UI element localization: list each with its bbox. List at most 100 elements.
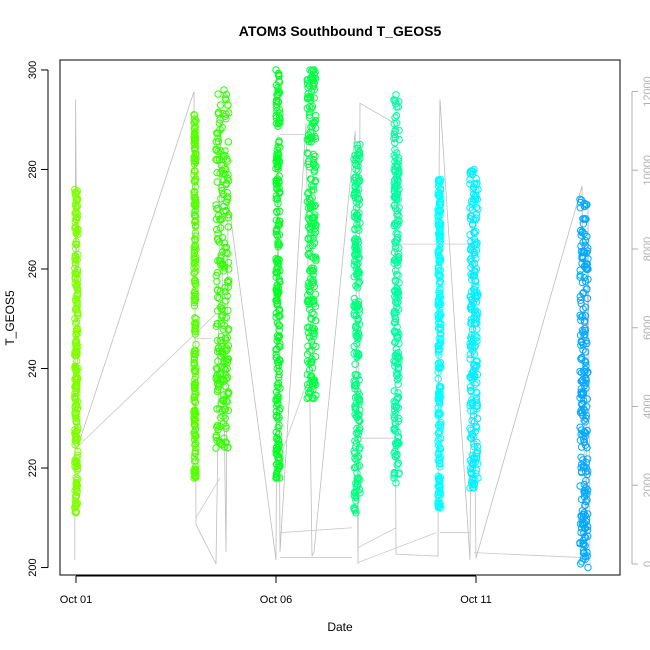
data-point [350, 301, 358, 309]
data-point [190, 380, 199, 388]
data-point [191, 449, 199, 458]
data-point [72, 229, 81, 237]
data-point [223, 346, 231, 354]
data-point [272, 98, 281, 106]
data-point [472, 357, 480, 365]
y-tick-label: 260 [27, 260, 39, 278]
data-point [71, 348, 79, 356]
data-point [191, 211, 200, 220]
data-point [580, 428, 588, 437]
data-point [582, 260, 591, 268]
data-point [436, 410, 444, 418]
data-point [305, 103, 314, 111]
data-point [218, 233, 227, 242]
data-point [220, 375, 228, 383]
data-point [74, 364, 82, 373]
data-point [274, 437, 283, 445]
data-point [390, 96, 398, 104]
data-point [466, 343, 475, 351]
data-point [355, 272, 363, 281]
data-point [583, 294, 592, 303]
data-point [304, 83, 312, 92]
data-point [473, 325, 481, 333]
data-point [434, 251, 443, 260]
data-point [577, 560, 585, 568]
data-point [578, 516, 586, 524]
data-point [394, 256, 402, 264]
data-point [273, 365, 281, 373]
data-point [466, 350, 474, 359]
data-point [392, 220, 400, 228]
data-point [73, 476, 81, 485]
data-point [584, 275, 592, 284]
data-point [352, 165, 360, 174]
data-point [470, 484, 478, 492]
data-point [71, 462, 79, 470]
data-point [73, 266, 82, 274]
data-point [470, 229, 479, 238]
data-point [306, 249, 314, 257]
data-point [434, 348, 443, 356]
data-point [582, 374, 590, 383]
data-point [392, 402, 400, 411]
data-point [393, 394, 402, 402]
data-point [308, 308, 316, 317]
data-point [435, 459, 444, 467]
data-point [220, 321, 229, 330]
connector-line [473, 552, 583, 558]
data-point [303, 370, 312, 379]
data-point [436, 272, 444, 280]
data-point [351, 443, 360, 451]
data-point [391, 153, 399, 162]
data-point [224, 249, 232, 258]
data-point [581, 433, 589, 441]
data-point [213, 405, 221, 413]
data-point [216, 287, 225, 295]
data-point [354, 302, 362, 310]
data-point [73, 405, 81, 413]
data-point [311, 353, 320, 361]
data-point [304, 150, 312, 158]
data-point [309, 81, 317, 89]
data-point [470, 271, 478, 280]
data-point [472, 422, 480, 431]
data-point [72, 331, 80, 339]
data-point [303, 350, 312, 358]
data-point [212, 215, 221, 223]
data-point [466, 484, 474, 492]
data-point [222, 165, 230, 174]
connector-line [357, 532, 437, 563]
data-point [215, 405, 224, 413]
data-point [190, 134, 198, 142]
data-point [213, 286, 222, 295]
data-point [223, 364, 231, 373]
data-point [71, 251, 80, 260]
data-point [350, 464, 359, 472]
data-point [355, 148, 363, 156]
data-point [583, 201, 591, 209]
data-point [221, 147, 229, 155]
data-point [276, 312, 284, 320]
data-point [580, 533, 589, 541]
y-tick-label: 200 [27, 558, 39, 576]
data-point [472, 469, 480, 478]
data-point [391, 162, 399, 170]
data-point [272, 230, 281, 239]
data-point [584, 522, 592, 531]
data-point [434, 375, 442, 383]
data-point [71, 296, 80, 304]
data-point [353, 339, 361, 348]
data-point [273, 265, 281, 273]
y-tick-label: 280 [27, 160, 39, 178]
data-point [352, 332, 360, 340]
data-point [73, 414, 81, 422]
data-point [467, 426, 475, 434]
data-point [394, 389, 402, 397]
data-point [305, 323, 313, 332]
data-point [583, 444, 591, 452]
data-point [192, 389, 200, 398]
data-point [273, 392, 282, 400]
data-point [468, 301, 476, 309]
data-point [303, 76, 311, 84]
data-point [352, 211, 361, 219]
